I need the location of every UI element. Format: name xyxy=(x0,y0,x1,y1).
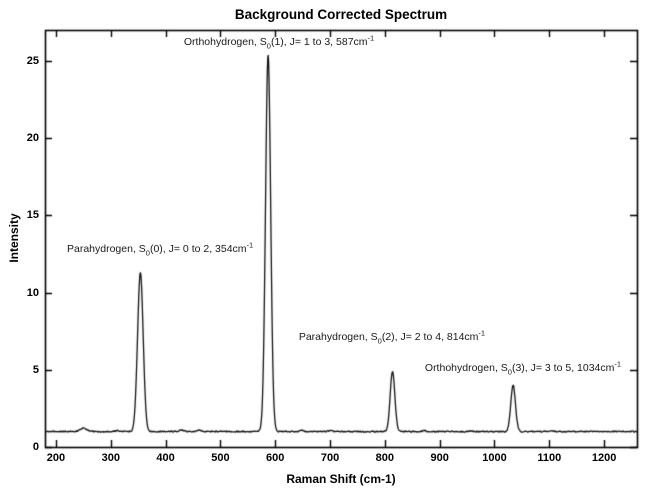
annotation-subscript: 0 xyxy=(377,336,382,346)
annotation-text: (3), J= 3 to 5, 1034cm xyxy=(511,362,615,375)
y-axis-label: Intensity xyxy=(7,213,21,263)
y-tick-label: 10 xyxy=(26,286,39,299)
peak-annotation-parahydrogen-s0-0: Parahydrogen, S0(0), J= 0 to 2, 354cm-1 xyxy=(67,241,253,258)
peak-annotation-orthohydrogen-s0-1: Orthohydrogen, S0(1), J= 1 to 3, 587cm-1 xyxy=(184,34,374,51)
x-tick-label: 400 xyxy=(156,452,175,464)
annotation-text: Orthohydrogen, S xyxy=(424,362,508,375)
annotation-superscript: -1 xyxy=(614,359,622,369)
x-tick-label: 700 xyxy=(320,452,340,464)
annotation-subscript: 0 xyxy=(507,367,512,377)
annotation-text: (1), J= 1 to 3, 587cm xyxy=(270,36,368,49)
annotation-superscript: -1 xyxy=(367,34,375,44)
annotation-text: (2), J= 2 to 4, 814cm xyxy=(381,331,479,344)
annotation-superscript: -1 xyxy=(478,329,486,339)
chart-title: Background Corrected Spectrum xyxy=(234,7,448,22)
annotation-text: (0), J= 0 to 2, 354cm xyxy=(149,243,247,256)
x-tick-label: 1100 xyxy=(537,452,562,464)
annotation-subscript: 0 xyxy=(266,41,271,51)
x-tick-label: 600 xyxy=(266,452,285,464)
peak-annotation-parahydrogen-s0-2: Parahydrogen, S0(2), J= 2 to 4, 814cm-1 xyxy=(299,329,485,346)
x-tick-label: 1200 xyxy=(591,452,617,464)
y-tick-label: 25 xyxy=(26,54,39,67)
x-tick-label: 1000 xyxy=(482,452,507,464)
annotation-text: Parahydrogen, S xyxy=(66,243,146,256)
x-tick-label: 200 xyxy=(46,452,66,464)
annotation-text: Parahydrogen, S xyxy=(298,331,378,344)
y-tick-label: 0 xyxy=(32,441,39,453)
annotation-superscript: -1 xyxy=(246,241,254,250)
x-tick-label: 900 xyxy=(430,452,449,464)
y-tick-label: 20 xyxy=(26,132,39,145)
annotation-subscript: 0 xyxy=(145,248,150,258)
x-axis-label: Raman Shift (cm-1) xyxy=(286,472,396,486)
x-tick-label: 500 xyxy=(211,452,230,464)
annotation-text: Orthohydrogen, S xyxy=(183,36,267,49)
peak-annotation-orthohydrogen-s0-3: Orthohydrogen, S0(3), J= 3 to 5, 1034cm-… xyxy=(425,360,621,377)
x-tick-label: 800 xyxy=(375,452,395,464)
x-tick-label: 300 xyxy=(101,452,120,464)
y-tick-label: 15 xyxy=(26,209,39,222)
y-tick-label: 5 xyxy=(32,363,39,376)
